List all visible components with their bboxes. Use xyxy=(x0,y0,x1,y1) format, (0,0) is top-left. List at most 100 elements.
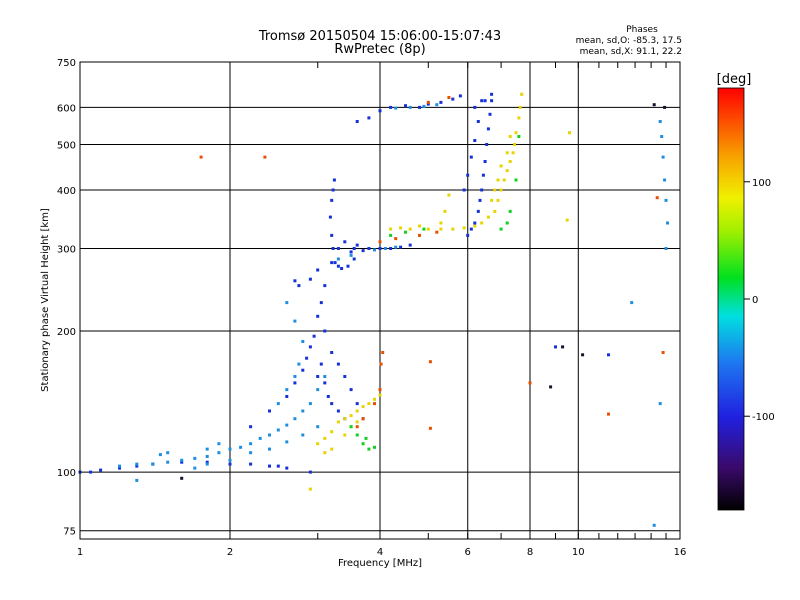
data-point xyxy=(373,397,376,401)
data-point xyxy=(480,99,484,103)
data-point xyxy=(511,151,515,155)
data-point xyxy=(517,116,521,120)
data-point xyxy=(293,319,297,323)
x-axis-label: Frequency [MHz] xyxy=(338,558,422,569)
data-point xyxy=(451,227,455,231)
data-point xyxy=(217,442,221,446)
data-point xyxy=(607,412,610,416)
data-point xyxy=(349,414,353,418)
data-point xyxy=(228,462,232,466)
data-point xyxy=(394,237,398,241)
data-point xyxy=(276,464,280,468)
data-point xyxy=(276,428,280,432)
data-point xyxy=(330,233,334,237)
x-tick-label: 1 xyxy=(77,547,83,558)
data-point xyxy=(561,345,565,349)
data-point xyxy=(336,409,340,413)
colorbar-label: [deg] xyxy=(717,72,752,87)
data-point xyxy=(554,345,557,349)
y-tick-label: 750 xyxy=(57,58,76,69)
data-point xyxy=(118,466,121,470)
data-point xyxy=(399,226,403,230)
data-point xyxy=(217,451,221,455)
data-point xyxy=(381,351,385,354)
data-point xyxy=(330,447,334,451)
data-point xyxy=(428,426,432,430)
x-tick-label: 6 xyxy=(465,547,471,558)
data-point xyxy=(476,120,480,123)
data-point xyxy=(481,173,485,177)
data-point xyxy=(378,247,382,250)
x-tick-labels: 1 2 4 6 8 10 16 xyxy=(77,547,687,558)
data-point xyxy=(328,215,332,219)
data-point xyxy=(205,460,209,464)
data-point xyxy=(466,233,470,237)
data-point xyxy=(451,97,455,101)
data-point xyxy=(297,362,301,366)
data-point xyxy=(367,402,371,406)
data-point xyxy=(352,257,356,261)
data-point xyxy=(666,221,669,225)
data-point xyxy=(199,155,203,159)
data-point xyxy=(486,215,490,219)
data-point xyxy=(505,169,509,173)
data-point xyxy=(418,233,421,237)
data-point xyxy=(496,178,500,182)
data-point xyxy=(660,135,664,138)
x-tick-label: 2 xyxy=(227,547,233,558)
data-point xyxy=(316,314,320,318)
data-point xyxy=(480,188,484,192)
data-point xyxy=(349,253,353,257)
data-point xyxy=(316,388,320,392)
data-point xyxy=(166,451,170,455)
data-point xyxy=(418,105,421,109)
data-point xyxy=(343,433,347,437)
data-point xyxy=(336,420,340,424)
data-point xyxy=(308,345,312,349)
info-line-o: mean, sd,O: -85.3, 17.5 xyxy=(576,36,682,46)
data-point xyxy=(378,388,382,392)
data-point xyxy=(249,442,253,446)
data-point xyxy=(394,106,398,110)
data-point xyxy=(378,240,382,244)
data-point xyxy=(301,340,305,343)
data-point xyxy=(305,356,309,360)
data-point xyxy=(285,301,289,305)
data-point xyxy=(490,198,494,202)
info-title: Phases xyxy=(626,25,658,35)
y-tick-label: 300 xyxy=(57,245,76,256)
data-point xyxy=(249,451,253,455)
data-point xyxy=(458,94,462,98)
data-point xyxy=(389,227,393,231)
data-point xyxy=(404,104,407,108)
data-point xyxy=(408,105,412,109)
data-point xyxy=(355,243,359,247)
data-point xyxy=(466,173,470,177)
data-point xyxy=(443,209,447,213)
y-tick-label: 200 xyxy=(57,327,76,338)
data-point xyxy=(336,264,340,268)
data-points xyxy=(78,92,669,527)
data-point xyxy=(316,268,320,272)
data-point xyxy=(193,466,197,470)
data-point xyxy=(483,160,487,163)
data-point xyxy=(483,99,487,103)
data-point xyxy=(565,218,569,222)
plot-frame xyxy=(79,61,681,540)
data-point xyxy=(330,402,334,406)
data-point xyxy=(389,247,393,250)
data-point xyxy=(664,198,668,202)
data-point xyxy=(180,458,184,462)
data-point xyxy=(323,375,327,378)
y-tick-labels: 75 100 200 300 400 500 600 750 xyxy=(57,58,76,538)
data-point xyxy=(361,249,365,253)
data-point xyxy=(336,362,340,366)
data-point xyxy=(661,155,665,159)
data-point xyxy=(99,468,103,472)
data-point xyxy=(490,99,494,103)
data-point xyxy=(581,353,585,357)
data-point xyxy=(135,464,139,468)
data-point xyxy=(404,230,407,234)
data-point xyxy=(355,420,359,424)
data-point xyxy=(422,104,426,108)
